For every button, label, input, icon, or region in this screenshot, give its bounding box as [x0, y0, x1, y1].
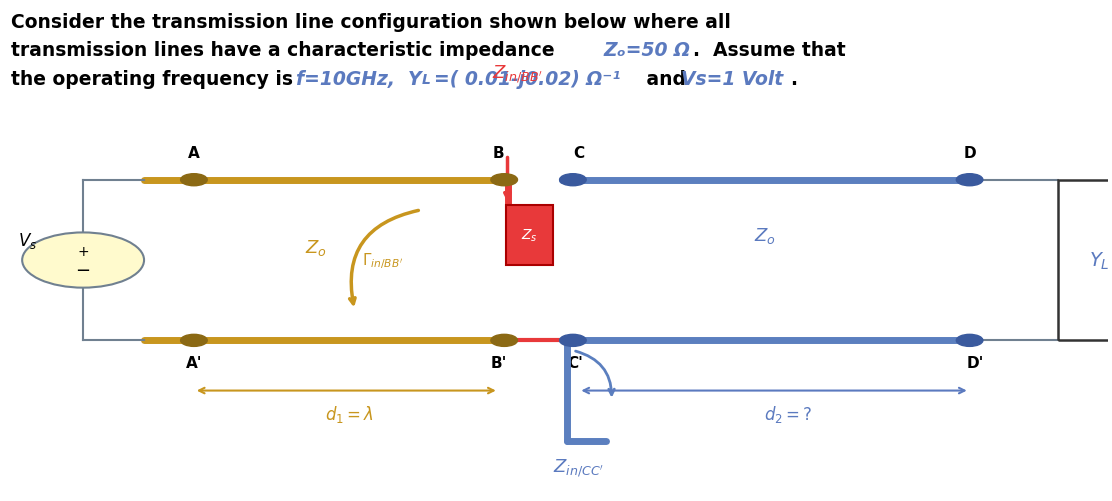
Circle shape: [180, 174, 207, 186]
Text: A: A: [188, 145, 200, 160]
Text: +: +: [78, 244, 89, 259]
Text: L: L: [423, 73, 431, 87]
Text: B: B: [493, 145, 505, 160]
Text: A': A': [186, 356, 202, 371]
Text: C: C: [573, 145, 584, 160]
Circle shape: [490, 335, 517, 347]
Text: .  Assume that: . Assume that: [693, 41, 845, 60]
Text: $d_2 = ?$: $d_2 = ?$: [764, 403, 812, 424]
Text: $\Gamma_{in/BB'}$: $\Gamma_{in/BB'}$: [361, 250, 403, 271]
Text: $Z_o$: $Z_o$: [305, 238, 327, 258]
Text: f=10GHz,: f=10GHz,: [296, 70, 401, 89]
Circle shape: [956, 335, 983, 347]
Text: $Z_{in/CC'}$: $Z_{in/CC'}$: [553, 457, 604, 478]
Text: the operating frequency is: the operating frequency is: [11, 70, 299, 89]
Circle shape: [956, 174, 983, 186]
Text: $d_1 = \lambda$: $d_1 = \lambda$: [325, 403, 374, 424]
Text: .: .: [791, 70, 797, 89]
Text: $Y_L$: $Y_L$: [1090, 250, 1110, 271]
Text: Y: Y: [408, 70, 421, 89]
Text: Zₒ=50 Ω: Zₒ=50 Ω: [604, 41, 691, 60]
Text: $V_s$: $V_s$: [18, 230, 38, 250]
Circle shape: [559, 174, 586, 186]
Text: and: and: [641, 70, 693, 89]
Circle shape: [22, 233, 145, 288]
Bar: [506, 205, 553, 266]
Circle shape: [180, 335, 207, 347]
Text: −: −: [76, 262, 91, 280]
Circle shape: [490, 174, 517, 186]
Text: $Z_s$: $Z_s$: [522, 227, 538, 243]
Text: Consider the transmission line configuration shown below where all: Consider the transmission line configura…: [11, 13, 731, 32]
Text: D': D': [966, 356, 984, 371]
Text: $Z_{in/BB'}$: $Z_{in/BB'}$: [492, 64, 543, 85]
Circle shape: [559, 335, 586, 347]
Text: $Z_o$: $Z_o$: [754, 225, 775, 245]
Text: B': B': [490, 356, 507, 371]
Text: C': C': [567, 356, 583, 371]
Text: transmission lines have a characteristic impedance: transmission lines have a characteristic…: [11, 41, 562, 60]
Text: Vs=1 Volt: Vs=1 Volt: [682, 70, 784, 89]
Text: =( 0.01-j0.02) Ω⁻¹: =( 0.01-j0.02) Ω⁻¹: [435, 70, 620, 89]
Text: D: D: [963, 145, 976, 160]
Bar: [1059, 180, 1112, 341]
